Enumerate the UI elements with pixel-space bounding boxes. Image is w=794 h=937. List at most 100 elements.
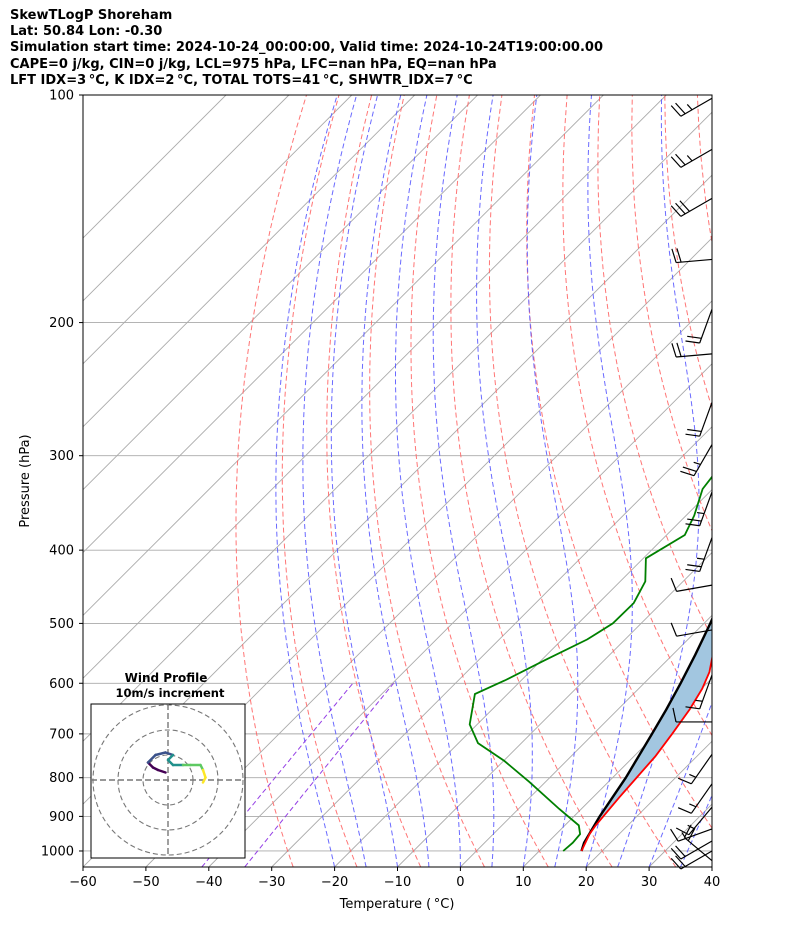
moist-adiabat xyxy=(361,95,430,867)
barb-staff xyxy=(677,828,713,842)
moist-adiabat xyxy=(275,95,338,867)
y-tick-label: 400 xyxy=(49,544,74,559)
barb-flag xyxy=(685,706,700,710)
moist-adiabat xyxy=(476,95,533,867)
barb-flag xyxy=(683,824,692,838)
dry-adiabat xyxy=(562,95,712,737)
barb-half-flag xyxy=(696,557,705,560)
barb-flag xyxy=(687,827,696,842)
barb-half-flag xyxy=(693,461,701,466)
barb-flag xyxy=(687,564,702,568)
wind-barb xyxy=(672,707,712,723)
wind-barb xyxy=(671,342,713,358)
wind-barb xyxy=(685,674,713,710)
barb-flag xyxy=(676,248,682,263)
barb-flag xyxy=(677,807,692,814)
barb-flag xyxy=(670,847,682,860)
wind-barbs xyxy=(670,97,713,870)
moist-adiabat xyxy=(395,95,461,867)
moist-adiabat xyxy=(680,794,712,867)
dewpoint-line xyxy=(468,475,712,852)
dry-adiabat xyxy=(235,95,307,867)
axis-layer: −60 −50 −40 −30 −20 −10 0 10 20 30 40 100 200 300 400 5… xyxy=(41,89,720,891)
barb-flag xyxy=(675,102,686,115)
dry-adiabat xyxy=(369,95,485,867)
barb-flag xyxy=(687,428,702,433)
isotherm-line xyxy=(711,866,712,867)
dry-adiabat xyxy=(730,95,794,867)
x-tick-label: 40 xyxy=(704,875,721,890)
barb-flag xyxy=(675,855,686,867)
wind-barb xyxy=(677,753,713,785)
barb-staff xyxy=(676,258,713,264)
barb-staff xyxy=(688,806,713,836)
dry-adiabat xyxy=(488,95,677,867)
barb-flag xyxy=(680,470,695,477)
wind-barb xyxy=(670,622,713,637)
isotherm-line xyxy=(334,488,712,867)
cin-cape-shading xyxy=(581,619,712,851)
x-tick-label: −20 xyxy=(321,875,348,890)
x-tick-label: 10 xyxy=(515,875,532,890)
barb-flag xyxy=(670,828,679,842)
y-tick-label: 1000 xyxy=(41,844,74,859)
y-tick-label: 300 xyxy=(49,449,74,464)
x-tick-label: −60 xyxy=(69,875,96,890)
barb-flag xyxy=(687,518,702,522)
barb-flag xyxy=(671,248,677,263)
header-location: Lat: 50.84 Lon: -0.30 xyxy=(10,24,163,40)
y-tick-label: 500 xyxy=(49,617,74,632)
header-indices-1: CAPE=0 j/kg, CIN=0 j/kg, LCL=975 hPa, LF… xyxy=(10,56,497,72)
chart-header: SkewTLogP Shoreham Lat: 50.84 Lon: -0.30… xyxy=(10,8,603,89)
x-tick-label: 0 xyxy=(456,875,464,890)
y-tick-label: 800 xyxy=(49,771,74,786)
barb-flag xyxy=(675,202,686,215)
barb-staff xyxy=(680,148,713,168)
isotherm-line xyxy=(271,426,712,867)
moist-adiabat xyxy=(648,701,712,867)
barb-flag xyxy=(682,466,697,472)
hodograph-plot xyxy=(91,704,245,858)
barb-flag xyxy=(670,577,678,592)
barb-flag xyxy=(685,568,700,573)
y-tick-label: 100 xyxy=(49,89,74,104)
wind-barb xyxy=(680,444,713,477)
moist-adiabat xyxy=(526,95,579,867)
barb-flag xyxy=(685,433,700,437)
wind-barb xyxy=(670,840,713,860)
header-times: Simulation start time: 2024-10-24_00:00:… xyxy=(10,40,603,56)
hodograph-segment xyxy=(154,751,167,757)
y-axis-label: Pressure (hPa) xyxy=(18,434,33,527)
dry-adiabat xyxy=(450,95,613,867)
barb-staff xyxy=(693,444,713,477)
barb-flag xyxy=(670,857,682,870)
x-tick-label: −50 xyxy=(132,875,159,890)
x-tick-label: −10 xyxy=(384,875,411,890)
barb-half-flag xyxy=(695,699,703,702)
hodograph-subtitle: 10m/s increment xyxy=(116,686,225,700)
barb-half-flag xyxy=(687,824,695,830)
wind-barb xyxy=(685,402,713,437)
barb-flag xyxy=(670,156,682,168)
wind-barb xyxy=(670,148,713,168)
moist-adiabat xyxy=(585,95,633,867)
moist-adiabat xyxy=(711,865,712,867)
wind-barb xyxy=(670,97,713,117)
isotherm-line xyxy=(83,95,478,491)
isotherm-line xyxy=(145,300,712,867)
isotherm-line xyxy=(460,614,712,867)
wind-barb xyxy=(685,537,713,573)
dry-adiabat xyxy=(597,95,712,639)
mixing-ratio-line xyxy=(244,682,394,867)
wind-barb xyxy=(670,850,713,870)
barb-flag xyxy=(675,153,686,166)
header-indices-2: LFT IDX=3 °C, K IDX=2 °C, TOTAL TOTS=41 … xyxy=(10,72,473,88)
isotherm-line xyxy=(208,363,712,867)
dry-adiabat xyxy=(664,95,712,410)
barb-staff xyxy=(676,629,713,637)
barb-flag xyxy=(687,335,702,339)
barb-staff xyxy=(680,197,713,217)
moist-adiabat xyxy=(302,95,367,867)
barb-half-flag xyxy=(686,104,693,111)
isotherm-line xyxy=(83,95,416,428)
